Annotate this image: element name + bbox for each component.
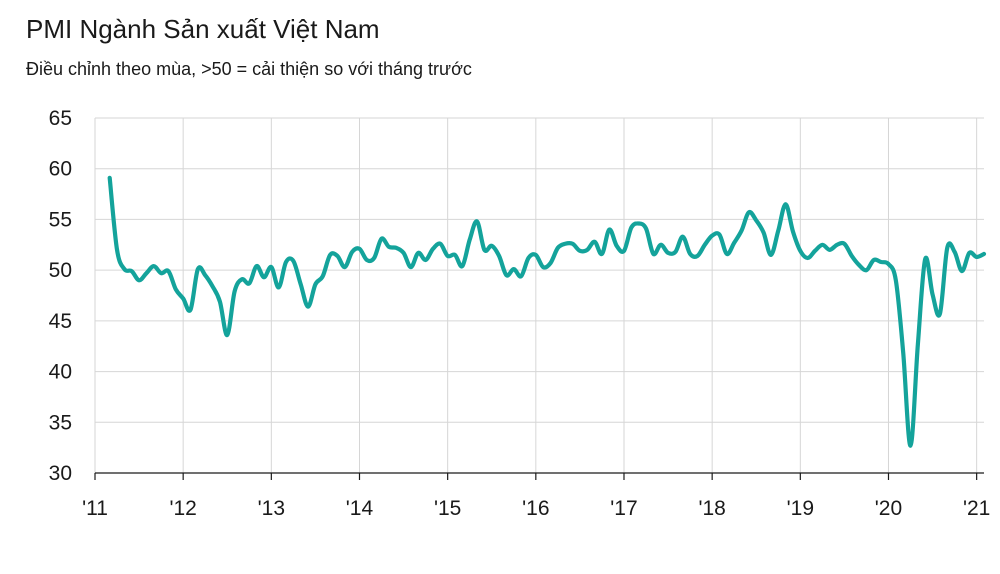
x-tick-label: '11 bbox=[82, 497, 108, 520]
y-axis-ticks: 65 60 55 50 45 40 35 30 bbox=[49, 107, 72, 485]
y-tick-label: 30 bbox=[49, 462, 72, 485]
x-tick-label: '20 bbox=[875, 497, 902, 520]
x-tick-label: '15 bbox=[434, 497, 461, 520]
chart-subtitle: Điều chỉnh theo mùa, >50 = cải thiện so … bbox=[26, 59, 472, 79]
x-axis-ticks: '11 '12 '13 '14 '15 '16 '17 '18 '19 '20 '21 bbox=[82, 472, 990, 520]
x-tick-label: '21 bbox=[963, 497, 990, 520]
x-tick-label: '12 bbox=[169, 497, 196, 520]
gridlines bbox=[94, 117, 984, 473]
x-tick-label: '18 bbox=[698, 497, 725, 520]
y-tick-label: 65 bbox=[49, 107, 72, 130]
y-tick-label: 45 bbox=[49, 310, 72, 333]
x-tick-label: '16 bbox=[522, 497, 549, 520]
y-tick-label: 60 bbox=[49, 158, 72, 181]
series-line bbox=[107, 175, 987, 448]
series-layer bbox=[107, 175, 987, 448]
y-tick-label: 50 bbox=[49, 259, 72, 282]
chart-title: PMI Ngành Sản xuất Việt Nam bbox=[26, 14, 380, 44]
x-tick-label: '17 bbox=[610, 497, 637, 520]
x-tick-label: '13 bbox=[258, 497, 285, 520]
y-tick-label: 40 bbox=[49, 361, 72, 384]
x-tick-label: '19 bbox=[787, 497, 814, 520]
x-tick-label: '14 bbox=[346, 497, 374, 520]
y-tick-label: 55 bbox=[49, 208, 72, 231]
y-tick-label: 35 bbox=[49, 411, 72, 434]
